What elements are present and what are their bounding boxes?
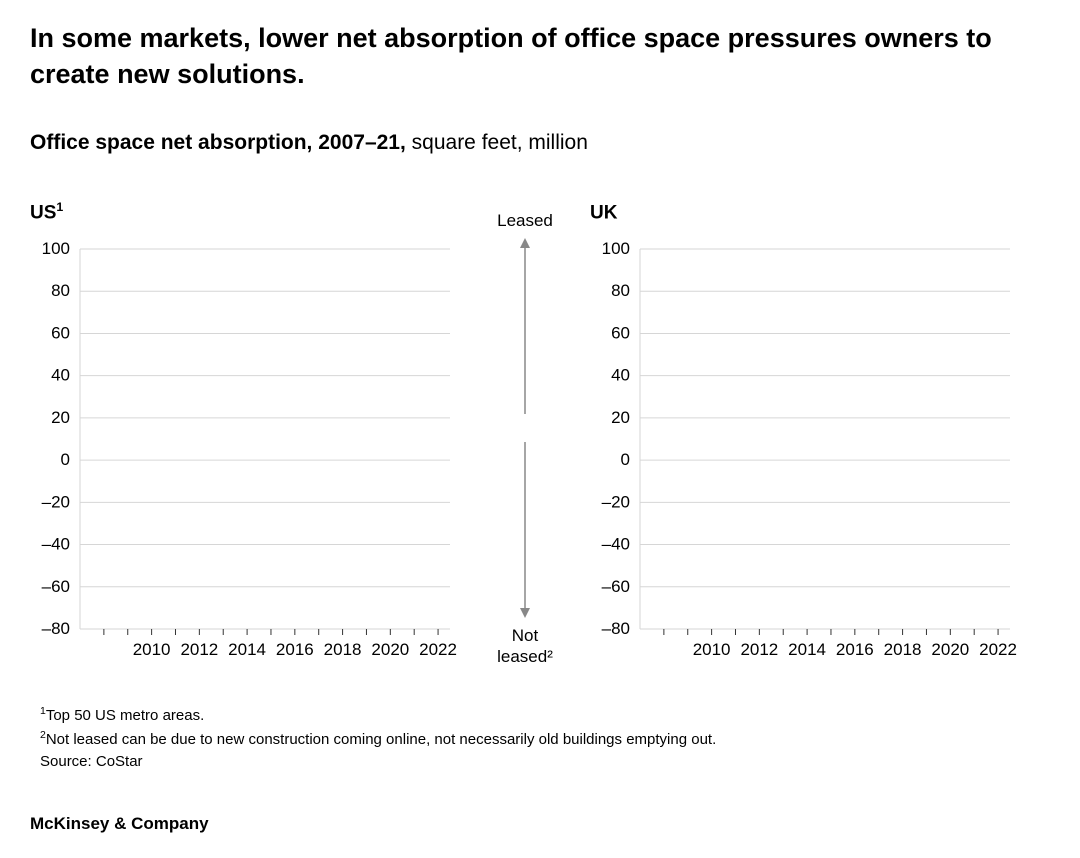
chart-us-label-sup: 1 <box>56 200 63 214</box>
svg-text:2010: 2010 <box>693 640 731 659</box>
center-axis-legend: Leased Notleased² <box>480 200 570 668</box>
svg-text:2018: 2018 <box>884 640 922 659</box>
svg-text:100: 100 <box>602 239 630 258</box>
svg-text:2014: 2014 <box>788 640 826 659</box>
subtitle-bold: Office space net absorption, 2007–21, <box>30 131 412 154</box>
chart-uk-label-text: UK <box>590 202 617 223</box>
leased-label: Leased <box>497 210 553 231</box>
chart-us-label: US1 <box>30 200 460 224</box>
svg-text:80: 80 <box>51 281 70 300</box>
svg-text:40: 40 <box>611 366 630 385</box>
charts-row: US1 –80–60–40–20020406080100201020122014… <box>30 200 1050 674</box>
footnote-2-text: Not leased can be due to new constructio… <box>46 731 716 748</box>
svg-text:–60: –60 <box>602 577 630 596</box>
svg-text:0: 0 <box>61 450 70 469</box>
footnote-1: 1Top 50 US metro areas. <box>40 704 1050 728</box>
up-arrow-icon <box>517 237 533 422</box>
svg-text:2014: 2014 <box>228 640 266 659</box>
svg-text:2012: 2012 <box>740 640 778 659</box>
chart-uk-label: UK <box>590 200 1020 224</box>
svg-text:60: 60 <box>51 324 70 343</box>
subtitle-rest: square feet, million <box>412 131 588 154</box>
not-leased-label: Notleased² <box>497 625 553 668</box>
footnote-2: 2Not leased can be due to new constructi… <box>40 728 1050 752</box>
chart-uk-col: UK –80 –60 –40 –20 0 20 40 60 80 100 2010 2012 2014 2… <box>590 200 1020 674</box>
svg-text:–80: –80 <box>42 619 70 638</box>
chart-us: –80 –60 –40 –20 0 20 40 60 80 100 2010 2012 2014 2016… <box>30 234 460 674</box>
footnotes: 1Top 50 US metro areas. 2Not leased can … <box>40 704 1050 774</box>
svg-text:60: 60 <box>611 324 630 343</box>
svg-text:2016: 2016 <box>276 640 314 659</box>
svg-text:20: 20 <box>51 408 70 427</box>
footnote-1-text: Top 50 US metro areas. <box>46 707 204 724</box>
svg-text:2022: 2022 <box>419 640 457 659</box>
svg-text:20: 20 <box>611 408 630 427</box>
footnote-source: Source: CoStar <box>40 751 1050 774</box>
svg-text:2018: 2018 <box>324 640 362 659</box>
brand-label: McKinsey & Company <box>30 814 1050 834</box>
svg-text:2020: 2020 <box>931 640 969 659</box>
svg-text:2012: 2012 <box>180 640 218 659</box>
chart-uk: –80 –60 –40 –20 0 20 40 60 80 100 2010 2012 2014 2016… <box>590 234 1020 674</box>
svg-text:40: 40 <box>51 366 70 385</box>
svg-text:–60: –60 <box>42 577 70 596</box>
svg-text:0: 0 <box>621 450 630 469</box>
chart-us-label-text: US <box>30 202 56 223</box>
svg-text:–80: –80 <box>602 619 630 638</box>
svg-text:–40: –40 <box>42 535 70 554</box>
chart-us-col: US1 –80 –60 –40 –20 0 20 40 60 80 100 2010 2012 2014… <box>30 200 460 674</box>
svg-text:2010: 2010 <box>133 640 171 659</box>
svg-text:–20: –20 <box>602 493 630 512</box>
svg-text:2020: 2020 <box>371 640 409 659</box>
svg-text:100: 100 <box>42 239 70 258</box>
svg-text:80: 80 <box>611 281 630 300</box>
svg-text:2022: 2022 <box>979 640 1017 659</box>
svg-text:–40: –40 <box>602 535 630 554</box>
subtitle: Office space net absorption, 2007–21, sq… <box>30 131 1050 155</box>
down-arrow-icon <box>517 434 533 619</box>
page-title: In some markets, lower net absorption of… <box>30 20 1050 93</box>
svg-text:2016: 2016 <box>836 640 874 659</box>
svg-text:–20: –20 <box>42 493 70 512</box>
